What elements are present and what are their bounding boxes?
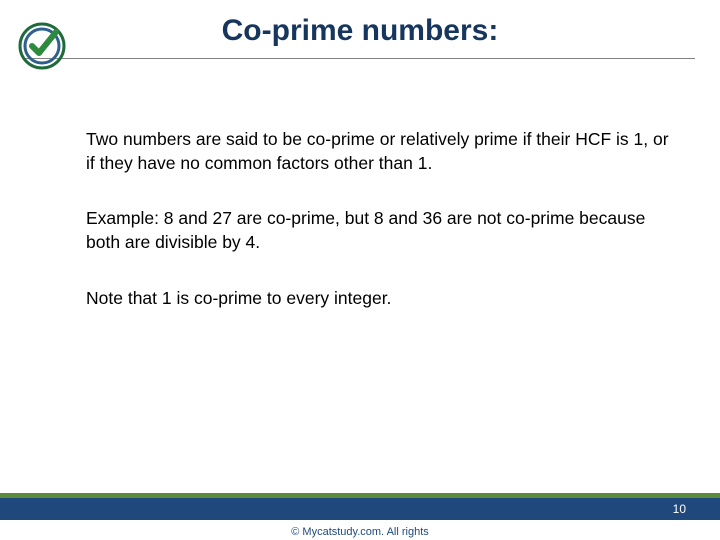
page-number: 10	[673, 502, 686, 516]
body-content: Two numbers are said to be co-prime or r…	[86, 128, 670, 342]
slide-title: Co-prime numbers:	[0, 0, 720, 48]
title-underline	[25, 58, 695, 59]
checkmark-logo-icon	[18, 22, 66, 70]
footer-bar	[0, 498, 720, 520]
paragraph: Two numbers are said to be co-prime or r…	[86, 128, 670, 175]
paragraph: Note that 1 is co-prime to every integer…	[86, 287, 670, 311]
paragraph: Example: 8 and 27 are co-prime, but 8 an…	[86, 207, 670, 254]
footer-copyright: © Mycatstudy.com. All rights	[0, 526, 720, 538]
